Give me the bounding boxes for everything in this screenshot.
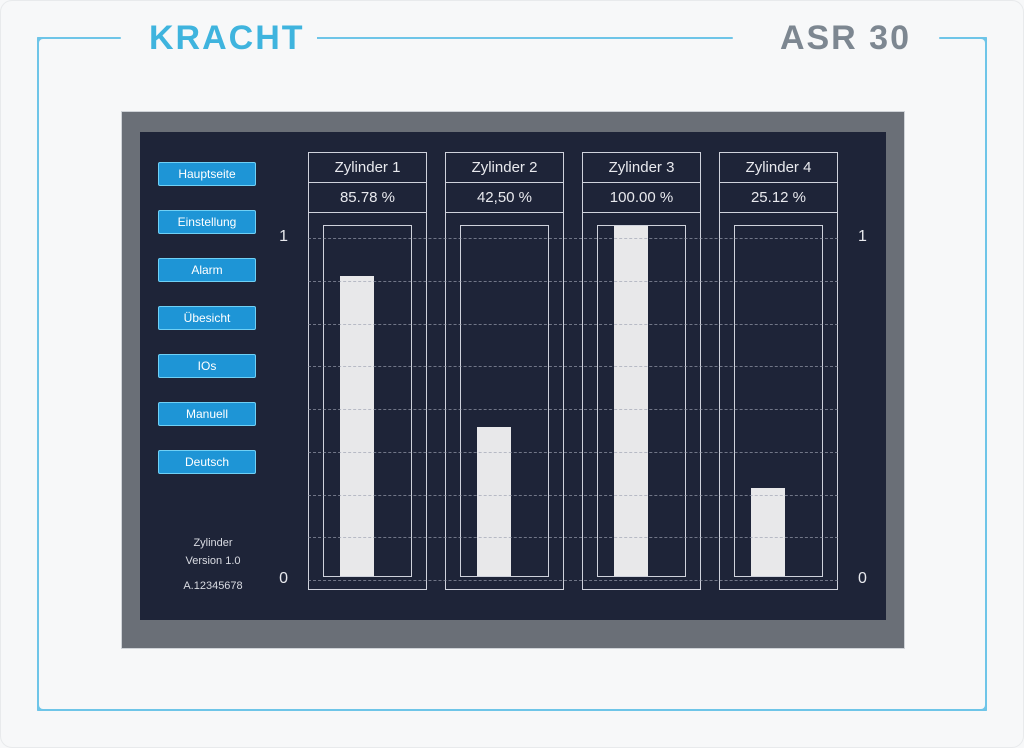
bezel-border xyxy=(37,37,121,39)
bezel-border xyxy=(309,37,733,39)
cylinder-bar xyxy=(751,488,786,576)
chart-columns: Zylinder 185.78 %Zylinder 242,50 %Zylind… xyxy=(308,152,838,590)
nav-alarm[interactable]: Alarm xyxy=(158,258,256,282)
hmi-panel: Hauptseite Einstellung Alarm Übesicht IO… xyxy=(140,132,886,620)
chart-gridline xyxy=(308,537,838,538)
bezel-border xyxy=(37,37,49,49)
cylinder-bar-well xyxy=(597,225,686,577)
model-label: ASR 30 xyxy=(768,19,923,58)
chart-gridline xyxy=(308,580,838,581)
cylinder-bar xyxy=(477,427,512,576)
cylinder-name: Zylinder 4 xyxy=(720,153,837,183)
cylinder-name: Zylinder 2 xyxy=(446,153,563,183)
cylinder-column: Zylinder 425.12 % xyxy=(719,152,838,590)
y-axis-tick: 1 xyxy=(858,228,867,246)
y-axis-tick: 0 xyxy=(279,570,288,588)
cylinder-column: Zylinder 242,50 % xyxy=(445,152,564,590)
cylinder-bar xyxy=(340,276,375,576)
bezel-border xyxy=(37,699,49,711)
cylinder-chart: Zylinder 185.78 %Zylinder 242,50 %Zylind… xyxy=(290,152,856,600)
chart-gridline xyxy=(308,281,838,282)
nav-language[interactable]: Deutsch xyxy=(158,450,256,474)
cylinder-bar-well xyxy=(734,225,823,577)
footer-line2: Version 1.0 xyxy=(158,553,268,571)
nav-uebersicht[interactable]: Übesicht xyxy=(158,306,256,330)
cylinder-name: Zylinder 1 xyxy=(309,153,426,183)
nav-hauptseite[interactable]: Hauptseite xyxy=(158,162,256,186)
cylinder-value: 25.12 % xyxy=(720,183,837,213)
cylinder-name: Zylinder 3 xyxy=(583,153,700,183)
nav-ios[interactable]: IOs xyxy=(158,354,256,378)
chart-gridline xyxy=(308,366,838,367)
bezel-border xyxy=(37,709,987,711)
bezel-border xyxy=(37,37,39,711)
cylinder-column: Zylinder 3100.00 % xyxy=(582,152,701,590)
nav-manuell[interactable]: Manuell xyxy=(158,402,256,426)
footer-line1: Zylinder xyxy=(158,535,268,553)
cylinder-bar xyxy=(614,226,649,576)
hmi-screen: Hauptseite Einstellung Alarm Übesicht IO… xyxy=(121,111,905,649)
version-info: Zylinder Version 1.0 A.12345678 xyxy=(158,535,268,596)
y-axis-tick: 1 xyxy=(279,228,288,246)
cylinder-value: 85.78 % xyxy=(309,183,426,213)
chart-gridline xyxy=(308,495,838,496)
cylinder-bar-well xyxy=(460,225,549,577)
bezel-border xyxy=(975,37,987,49)
chart-gridline xyxy=(308,452,838,453)
sidebar: Hauptseite Einstellung Alarm Übesicht IO… xyxy=(158,162,268,474)
bezel-border xyxy=(975,699,987,711)
cylinder-bar-well xyxy=(323,225,412,577)
chart-gridline xyxy=(308,409,838,410)
brand-label: KRACHT xyxy=(137,19,317,58)
cylinder-column: Zylinder 185.78 % xyxy=(308,152,427,590)
nav-einstellung[interactable]: Einstellung xyxy=(158,210,256,234)
bezel-border xyxy=(985,37,987,711)
cylinder-value: 42,50 % xyxy=(446,183,563,213)
footer-line3: A.12345678 xyxy=(158,578,268,596)
y-axis-tick: 0 xyxy=(858,570,867,588)
chart-gridline xyxy=(308,238,838,239)
chart-gridline xyxy=(308,324,838,325)
cylinder-value: 100.00 % xyxy=(583,183,700,213)
